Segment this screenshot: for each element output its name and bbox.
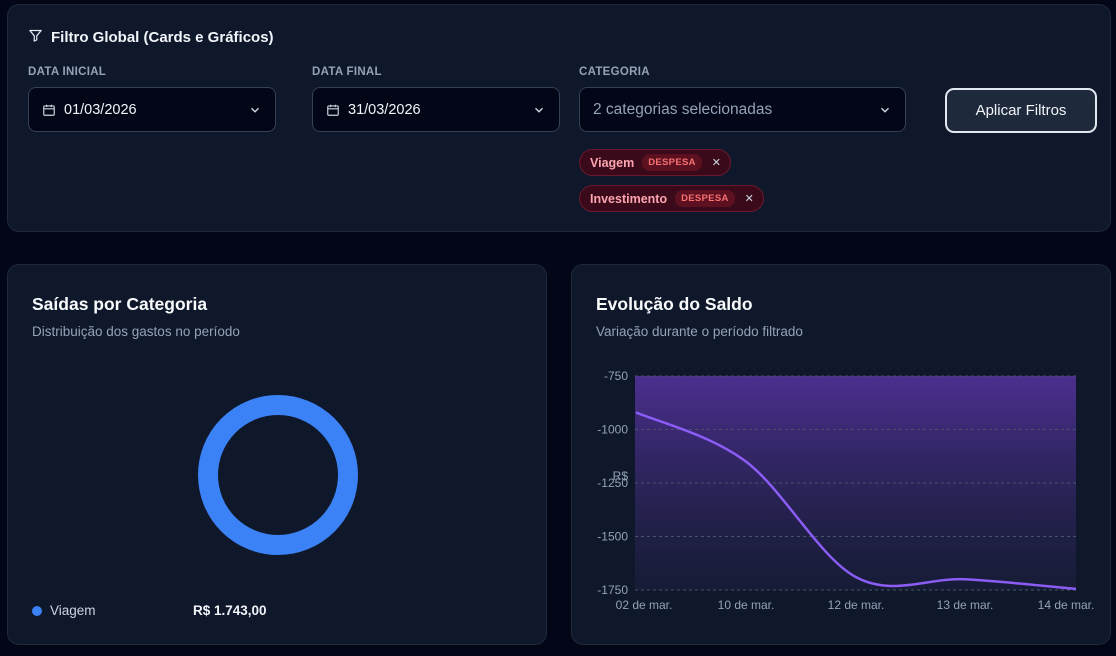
- series-line: [635, 411, 1077, 591]
- remove-chip-icon[interactable]: ✕: [744, 193, 754, 205]
- y-axis-unit: R$: [613, 469, 629, 483]
- donut-slice: [198, 395, 358, 555]
- y-tick-label: -1500: [597, 530, 628, 544]
- donut-chart: [198, 395, 358, 555]
- global-filter-card: Filtro Global (Cards e Gráficos) DATA IN…: [7, 4, 1111, 232]
- expenses-by-category-card: Saídas por Categoria Distribuição dos ga…: [7, 264, 547, 645]
- start-date-picker[interactable]: 01/03/2026: [28, 87, 276, 132]
- y-tick-label: -1000: [597, 423, 628, 437]
- chevron-down-icon: [248, 103, 262, 117]
- category-select-value: 2 categorias selecionadas: [593, 100, 773, 118]
- filter-icon: [28, 28, 43, 47]
- legend-value: R$ 1.743,00: [193, 603, 267, 618]
- chip-label: Investimento: [590, 191, 668, 206]
- chevron-down-icon: [878, 103, 892, 117]
- card-title: Evolução do Saldo: [596, 294, 753, 314]
- chip-type-badge: DESPESA: [675, 190, 735, 207]
- remove-chip-icon[interactable]: ✕: [711, 157, 721, 169]
- end-date-value: 31/03/2026: [348, 101, 421, 118]
- legend-item: Viagem: [32, 603, 96, 618]
- category-chip-investimento: Investimento DESPESA ✕: [579, 185, 764, 212]
- category-label: CATEGORIA: [579, 66, 650, 78]
- x-tick-label: 13 de mar.: [937, 598, 994, 612]
- category-chip-viagem: Viagem DESPESA ✕: [579, 149, 731, 176]
- x-tick-label: 14 de mar.: [1038, 598, 1095, 612]
- y-tick-label: -1750: [597, 583, 628, 597]
- card-subtitle: Distribuição dos gastos no período: [32, 324, 240, 339]
- x-tick-label: 10 de mar.: [718, 598, 775, 612]
- card-subtitle: Variação durante o período filtrado: [596, 324, 803, 339]
- balance-area-chart: -750 -1000 -1250 -1500 -1750 R$ 02 de mar. 10 d…: [597, 369, 1095, 612]
- y-tick-label: -750: [604, 369, 628, 383]
- start-date-label: DATA INICIAL: [28, 66, 107, 78]
- x-tick-label: 02 de mar.: [616, 598, 673, 612]
- start-date-value: 01/03/2026: [64, 101, 137, 118]
- chevron-down-icon: [532, 103, 546, 117]
- end-date-label: DATA FINAL: [312, 66, 382, 78]
- chip-type-badge: DESPESA: [642, 154, 702, 171]
- y-tick-label: -1250: [597, 476, 628, 490]
- x-tick-label: 12 de mar.: [828, 598, 885, 612]
- end-date-picker[interactable]: 31/03/2026: [312, 87, 560, 132]
- legend-color-dot: [32, 605, 42, 616]
- apply-filters-button[interactable]: Aplicar Filtros: [945, 88, 1097, 133]
- calendar-icon: [326, 103, 340, 117]
- calendar-icon: [42, 103, 56, 117]
- balance-evolution-card: Evolução do Saldo Variação durante o per…: [571, 264, 1111, 645]
- chip-label: Viagem: [590, 155, 635, 170]
- filter-title-text: Filtro Global (Cards e Gráficos): [51, 29, 274, 46]
- filter-title: Filtro Global (Cards e Gráficos): [28, 28, 274, 47]
- category-select[interactable]: 2 categorias selecionadas: [579, 87, 906, 132]
- legend-label: Viagem: [50, 603, 96, 618]
- card-title: Saídas por Categoria: [32, 294, 208, 314]
